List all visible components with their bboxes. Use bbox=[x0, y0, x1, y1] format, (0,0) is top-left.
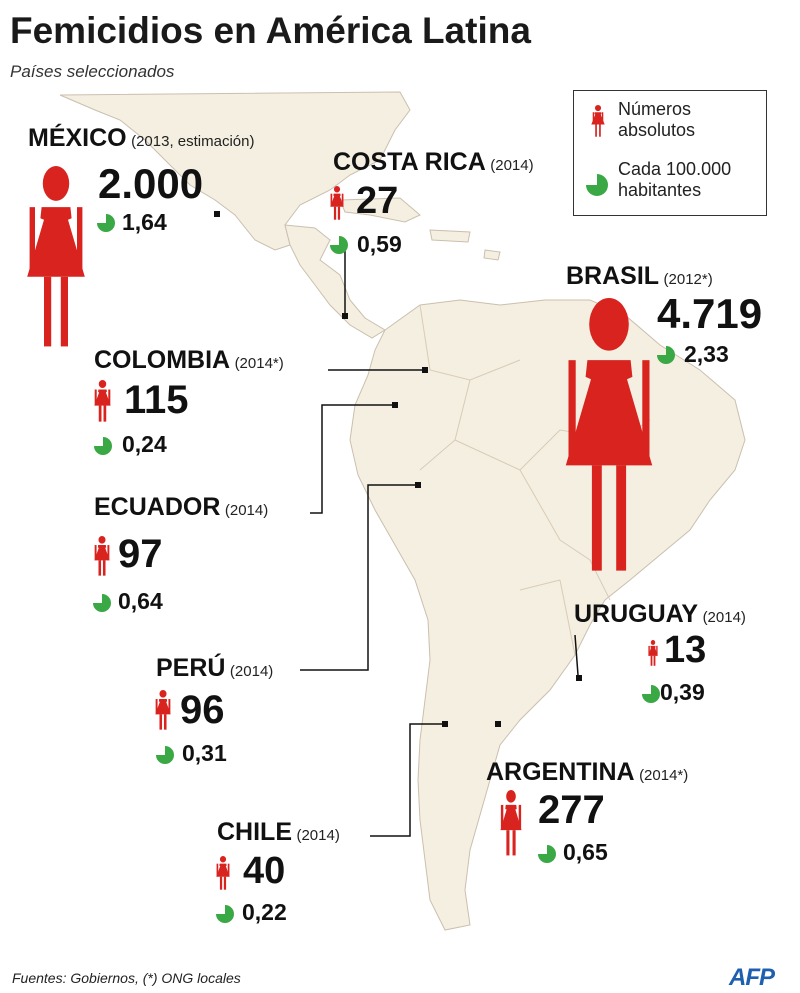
woman-figure-icon bbox=[648, 640, 658, 666]
location-marker-peru bbox=[415, 482, 421, 488]
woman-figure-icon bbox=[565, 298, 653, 571]
page-title: Femicidios en América Latina bbox=[10, 10, 531, 51]
pie-rate-icon bbox=[97, 214, 115, 232]
pie-rate-icon bbox=[657, 346, 675, 364]
country-year: (2014) bbox=[296, 827, 340, 844]
country-name: COLOMBIA bbox=[94, 346, 231, 374]
pie-rate-icon bbox=[586, 174, 608, 196]
country-year: (2012*) bbox=[663, 271, 713, 288]
pie-rate-icon bbox=[538, 845, 556, 863]
legend-absolute-line2: absolutos bbox=[618, 120, 696, 140]
legend: Números absolutos Cada 100.000 habitante… bbox=[573, 90, 767, 216]
woman-figure-icon bbox=[330, 186, 344, 220]
woman-figure-icon bbox=[94, 380, 111, 422]
rate-value: 0,59 bbox=[357, 231, 402, 257]
location-marker-ecuador bbox=[392, 402, 398, 408]
pie-rate-icon bbox=[330, 236, 348, 254]
country-name: ARGENTINA bbox=[486, 758, 635, 786]
country-year: (2014*) bbox=[234, 355, 284, 372]
pie-rate-icon bbox=[93, 594, 111, 612]
woman-figure-icon bbox=[27, 166, 85, 347]
country-name: CHILE bbox=[217, 818, 292, 846]
pie-rate-icon bbox=[156, 746, 174, 764]
page-subtitle: Países seleccionados bbox=[10, 62, 175, 81]
rate-value: 0,64 bbox=[118, 588, 163, 614]
location-marker-uruguay bbox=[576, 675, 582, 681]
location-marker-costa-rica bbox=[342, 313, 348, 319]
absolute-number: 40 bbox=[243, 850, 286, 892]
woman-figure-icon bbox=[591, 105, 605, 137]
pie-rate-icon bbox=[94, 437, 112, 455]
country-name: URUGUAY bbox=[574, 600, 699, 628]
pie-rate-icon bbox=[216, 905, 234, 923]
absolute-number: 4.719 bbox=[657, 290, 763, 337]
location-marker-argentina bbox=[495, 721, 501, 727]
location-marker-mexico bbox=[214, 211, 220, 217]
rate-value: 2,33 bbox=[684, 341, 729, 367]
north-america-land bbox=[59, 91, 411, 251]
rate-value: 0,22 bbox=[242, 899, 287, 925]
afp-logo: AFP bbox=[729, 964, 775, 991]
country-year: (2014) bbox=[229, 663, 274, 680]
country-name: PERÚ bbox=[156, 654, 226, 682]
absolute-number: 13 bbox=[664, 629, 707, 671]
absolute-number: 2.000 bbox=[98, 160, 204, 207]
country-year: (2013, estimación) bbox=[131, 133, 255, 150]
woman-figure-icon bbox=[94, 536, 110, 576]
legend-absolute-line1: Números bbox=[618, 99, 692, 119]
country-year: (2014) bbox=[702, 609, 746, 626]
absolute-number: 277 bbox=[538, 788, 605, 832]
location-marker-colombia bbox=[422, 367, 428, 373]
country-name: COSTA RICA bbox=[333, 148, 486, 176]
country-name: ECUADOR bbox=[94, 493, 221, 521]
country-name: BRASIL bbox=[566, 262, 660, 290]
absolute-number: 97 bbox=[118, 532, 163, 576]
country-name: MÉXICO bbox=[28, 124, 127, 152]
legend-rate-line1: Cada 100.000 bbox=[618, 159, 732, 179]
rate-value: 1,64 bbox=[122, 209, 167, 235]
absolute-number: 27 bbox=[356, 180, 399, 222]
woman-figure-icon bbox=[500, 790, 522, 856]
location-marker-chile bbox=[442, 721, 448, 727]
absolute-number: 96 bbox=[180, 688, 225, 732]
caribbean-islands bbox=[339, 197, 501, 261]
pie-rate-icon bbox=[642, 685, 660, 703]
rate-value: 0,39 bbox=[660, 679, 705, 705]
absolute-number: 115 bbox=[124, 378, 189, 422]
country-year: (2014*) bbox=[639, 767, 689, 784]
rate-value: 0,24 bbox=[122, 431, 167, 457]
rate-value: 0,31 bbox=[182, 740, 227, 766]
country-year: (2014) bbox=[224, 502, 269, 519]
legend-rate-line2: habitantes bbox=[618, 180, 702, 200]
source-note: Fuentes: Gobiernos, (*) ONG locales bbox=[12, 970, 241, 986]
rate-value: 0,65 bbox=[563, 839, 608, 865]
woman-figure-icon bbox=[155, 690, 171, 730]
woman-figure-icon bbox=[216, 856, 230, 890]
country-year: (2014) bbox=[490, 157, 534, 174]
